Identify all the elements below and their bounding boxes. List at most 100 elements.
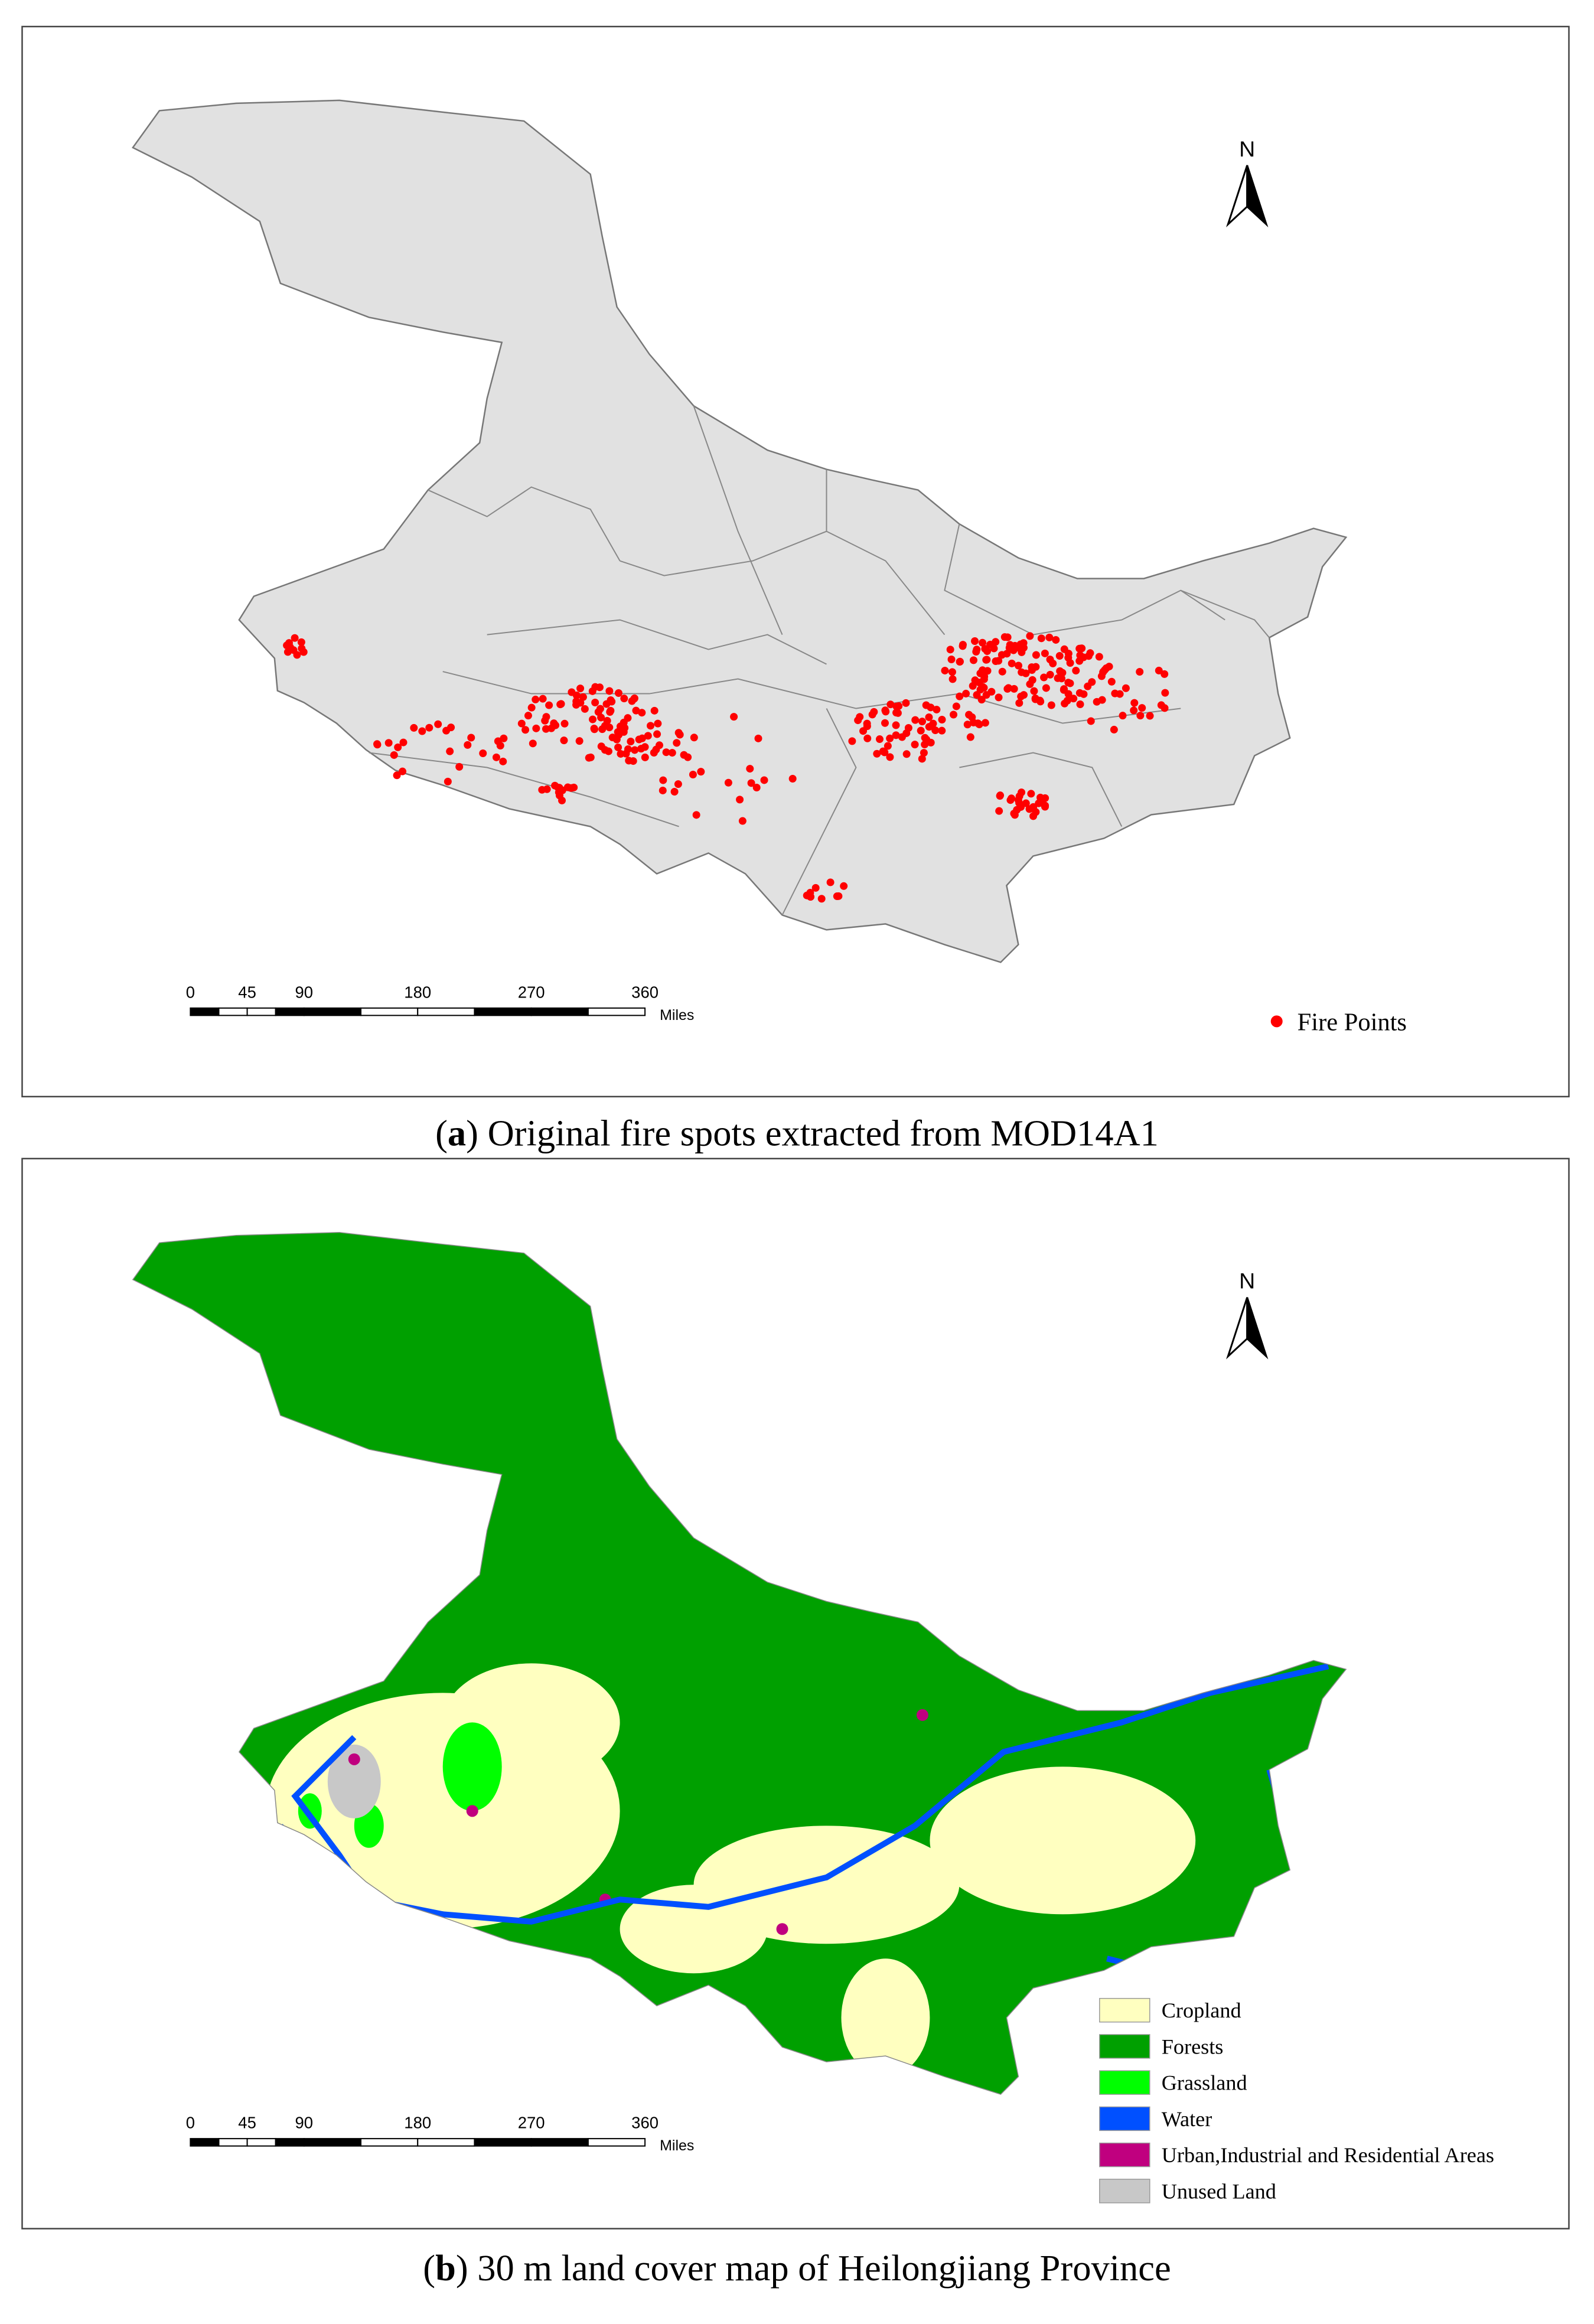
fire-point <box>625 757 633 765</box>
scale-tick-label: 45 <box>238 2114 256 2132</box>
fire-point <box>668 749 676 757</box>
fire-point <box>689 770 697 778</box>
legend-label: Unused Land <box>1162 2179 1276 2203</box>
fire-point <box>670 788 679 796</box>
urban-area <box>776 1923 788 1935</box>
urban-area <box>348 1753 360 1765</box>
fire-point <box>617 749 625 758</box>
scale-unit: Miles <box>660 1007 694 1024</box>
fire-point <box>996 792 1004 800</box>
fire-point <box>1075 657 1084 665</box>
fire-point <box>543 785 551 793</box>
fire-point <box>1066 679 1074 687</box>
legend-swatch <box>1099 2179 1150 2204</box>
fire-point <box>297 638 305 646</box>
boundary-line <box>944 523 1225 635</box>
fire-point <box>752 783 761 791</box>
fire-point <box>1032 651 1040 659</box>
fire-point <box>918 755 926 763</box>
fire-point <box>1041 794 1049 802</box>
fire-point <box>575 737 584 745</box>
fire-point <box>644 732 652 740</box>
fire-point <box>567 784 575 792</box>
scale-segment <box>474 2138 532 2147</box>
scale-segment <box>246 2138 276 2147</box>
fire-point <box>902 750 911 758</box>
fire-point <box>931 726 940 734</box>
boundary-line <box>442 671 1181 724</box>
fire-point <box>826 878 835 886</box>
unused-land-area <box>327 1744 381 1818</box>
fire-point <box>542 725 550 733</box>
fire-point <box>1045 633 1054 641</box>
fire-point <box>760 776 768 784</box>
fire-point <box>550 719 558 728</box>
fire-point <box>521 726 530 734</box>
fire-point <box>1138 704 1146 712</box>
fire-point <box>659 786 667 794</box>
cropland-area <box>841 1958 930 2077</box>
fire-point <box>938 726 946 735</box>
fire-point <box>920 749 928 757</box>
fire-point <box>399 738 408 747</box>
fire-point <box>1016 645 1025 653</box>
fire-point <box>1000 633 1009 641</box>
fire-point <box>1003 685 1012 693</box>
fire-point <box>1107 677 1116 686</box>
fire-point <box>384 739 393 747</box>
fire-point <box>596 705 604 713</box>
fire-point <box>1086 649 1094 657</box>
fire-point <box>1157 701 1165 709</box>
fire-point <box>918 718 927 726</box>
fire-point <box>1076 700 1084 708</box>
boundary-line <box>959 752 1123 827</box>
fire-point <box>524 712 532 720</box>
fire-point <box>979 638 987 647</box>
fire-point <box>1005 644 1013 652</box>
scale-segment <box>190 1007 220 1016</box>
fire-point <box>1014 661 1022 670</box>
fire-point <box>817 895 826 903</box>
scale-tick-label: 90 <box>295 2114 314 2132</box>
fire-point <box>892 721 900 729</box>
fire-point <box>881 706 889 715</box>
fire-point <box>911 741 919 749</box>
fire-point <box>555 788 563 797</box>
fire-point <box>527 703 536 712</box>
fire-point <box>589 715 597 723</box>
scale-tick-label: 270 <box>518 2114 545 2132</box>
scale-segment <box>474 1007 532 1016</box>
fire-point <box>1097 672 1106 680</box>
fire-point <box>1161 689 1169 697</box>
fire-point <box>873 749 881 758</box>
caption: (b) 30 m land cover map of Heilongjiang … <box>423 2247 1171 2289</box>
fire-point <box>1015 699 1023 707</box>
fire-point <box>444 777 452 785</box>
caption-part: b <box>435 2247 456 2289</box>
fire-point <box>1130 706 1138 715</box>
fire-point <box>690 734 698 742</box>
fire-point <box>811 884 820 892</box>
fire-point <box>1095 653 1103 661</box>
fire-point <box>938 715 946 723</box>
fire-point <box>941 666 949 674</box>
fire-point <box>614 743 622 751</box>
fire-point <box>291 634 299 642</box>
fire-point <box>650 706 659 715</box>
fire-point <box>923 735 931 744</box>
fire-point <box>1022 669 1030 677</box>
fire-point <box>1019 639 1028 647</box>
fire-point <box>662 748 670 757</box>
caption-part: ) Original fire spots extracted from MOD… <box>466 1112 1159 1153</box>
fire-point <box>788 774 797 783</box>
fire-point <box>620 695 628 703</box>
boundary-line <box>620 530 827 576</box>
fire-point <box>1041 649 1049 657</box>
fire-point <box>410 723 418 732</box>
fire-point <box>875 735 884 744</box>
fire-point <box>1055 651 1064 660</box>
fire-point <box>998 651 1006 659</box>
fire-point <box>1146 712 1154 720</box>
fire-point <box>455 762 464 771</box>
fire-point <box>641 743 649 751</box>
